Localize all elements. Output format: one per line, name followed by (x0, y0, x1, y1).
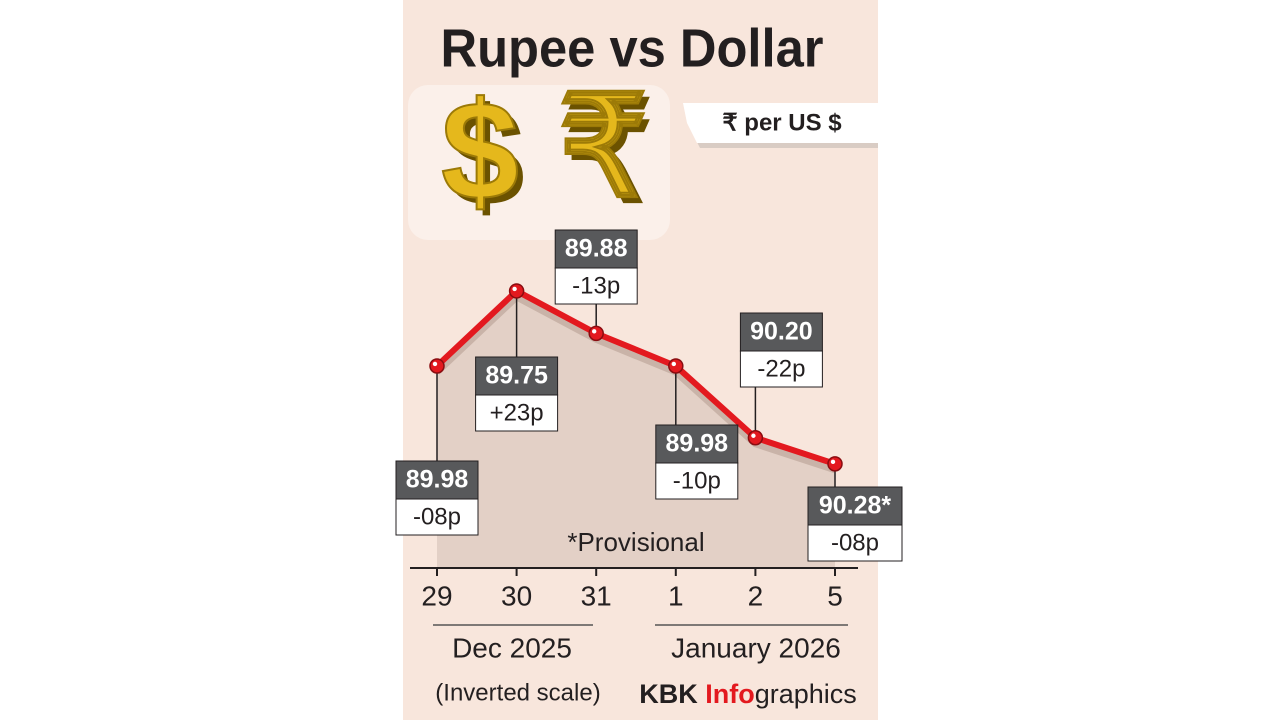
value-box (739, 312, 823, 352)
rupee-icon: ₹ (558, 68, 647, 225)
chart-title: Rupee vs Dollar (441, 18, 824, 78)
credit-suffix: graphics (755, 679, 857, 709)
value-box (807, 486, 903, 526)
credit-highlight: Info (705, 679, 754, 709)
change-label: -08p (413, 503, 461, 530)
change-box (807, 524, 903, 562)
point-highlight (751, 433, 756, 438)
x-tick-label: 5 (827, 580, 843, 611)
unit-banner (683, 103, 878, 143)
plot: 89.98 -08p 89.75 +23p 89.88 -13p 89.98 -10p 90.2… (395, 229, 903, 611)
change-box (554, 267, 638, 305)
unit-label: ₹ per US $ (722, 109, 842, 136)
point (747, 430, 764, 446)
value-box (554, 229, 638, 269)
change-label: -22p (757, 355, 805, 382)
x-tick-label: 31 (581, 580, 612, 611)
point (827, 456, 843, 472)
point (508, 283, 525, 299)
line-shadow (434, 292, 837, 474)
point (668, 358, 684, 374)
change-label: -13p (572, 272, 620, 299)
x-tick-label: 29 (421, 580, 452, 611)
value-label: 89.75 (485, 362, 548, 390)
month-label: Dec 2025 (452, 632, 572, 663)
rupee-icon-shadow: ₹ (564, 74, 653, 231)
change-label: -08p (831, 529, 879, 556)
dollar-icon: $ (441, 72, 519, 229)
scale-note: (Inverted scale) (435, 679, 600, 706)
change-box (475, 394, 559, 432)
note: *Provisional (567, 527, 704, 557)
line (434, 287, 836, 467)
point (588, 325, 604, 342)
point (429, 358, 445, 374)
change-box (655, 462, 739, 500)
icon-backdrop (408, 85, 670, 240)
month-label: January 2026 (671, 632, 841, 663)
value-box (395, 460, 479, 500)
point-highlight (592, 329, 597, 334)
point-highlight (830, 459, 836, 465)
point-highlight (432, 361, 438, 367)
change-box (395, 498, 479, 536)
x-tick-label: 30 (501, 580, 532, 611)
x-tick-label: 1 (668, 580, 684, 611)
change-label: +23p (490, 399, 544, 426)
change-box (739, 350, 823, 388)
credit-prefix: KBK (639, 679, 698, 709)
change-label: -10p (673, 467, 721, 494)
point-highlight (671, 361, 676, 367)
value-label: 89.88 (565, 235, 628, 263)
value-label: 90.28* (819, 492, 892, 520)
x-tick-label: 2 (748, 580, 764, 611)
value-label: 89.98 (666, 430, 729, 458)
value-box (475, 356, 559, 396)
credit: KBK Infographics (639, 679, 857, 709)
value-label: 90.20 (750, 318, 813, 346)
value-label: 89.98 (406, 466, 469, 494)
point-highlight (512, 286, 517, 292)
dollar-icon-shadow: $ (447, 78, 525, 235)
